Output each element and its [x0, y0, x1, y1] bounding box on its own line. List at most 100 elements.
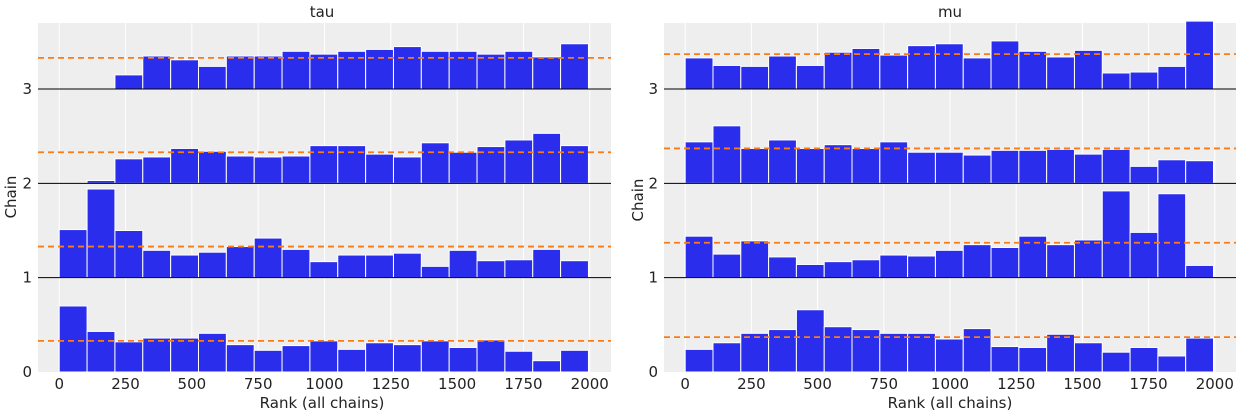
x-tick-label: 2000 [1196, 375, 1234, 393]
rank-bar [1129, 165, 1159, 184]
rank-bar [504, 139, 534, 184]
x-axis-label: Rank (all chains) [260, 394, 385, 412]
x-tick-label: 500 [803, 375, 832, 393]
rank-bar [1157, 355, 1187, 373]
rank-bar [1157, 159, 1187, 184]
rank-bar [795, 64, 825, 90]
rank-bar [1101, 72, 1131, 90]
x-axis-label: Rank (all chains) [888, 394, 1013, 412]
rank-bar [1129, 346, 1159, 373]
rank-bar [823, 51, 853, 90]
rank-bar [86, 188, 116, 279]
rank-bar [1073, 239, 1103, 279]
x-tick-label: 750 [244, 375, 273, 393]
rank-bar [879, 141, 909, 184]
rank-bar [337, 348, 367, 373]
rank-bar [1157, 65, 1187, 90]
y-tick-label: 2 [648, 174, 658, 192]
rank-bar [142, 249, 172, 279]
rank-bar [197, 251, 227, 279]
rank-bar [879, 54, 909, 90]
rank-bar [281, 155, 311, 184]
rank-bar [1157, 193, 1187, 279]
rank-bar [114, 230, 144, 279]
chain-3-histogram [38, 43, 611, 90]
rank-bar [197, 332, 227, 373]
rank-bar [309, 145, 339, 184]
rank-bar [560, 349, 589, 373]
rank-bar [532, 132, 562, 184]
y-tick-label: 2 [22, 174, 32, 192]
rank-bar [795, 263, 825, 279]
tau-rank-panel: 0 1 2 3 0 250 500 750 1000 1250 1500 1750 2000 tau R… [2, 3, 611, 412]
rank-bar [532, 56, 562, 90]
rank-bar [907, 151, 936, 184]
rank-bar [990, 149, 1020, 184]
rank-bar [58, 305, 88, 373]
rank-bar [1018, 149, 1048, 184]
rank-bar [768, 139, 797, 184]
y-tick-label: 0 [22, 363, 32, 381]
rank-bar [907, 332, 936, 373]
rank-bar [448, 346, 478, 373]
rank-bar [476, 260, 506, 279]
rank-bar [934, 338, 964, 373]
rank-bar [684, 57, 714, 90]
rank-bar [197, 65, 227, 90]
panel-title: tau [310, 3, 335, 21]
rank-bar [448, 151, 478, 184]
rank-bar [990, 346, 1020, 373]
rank-bar [907, 45, 936, 90]
x-tick-label: 0 [54, 375, 64, 393]
rank-bar [1018, 235, 1048, 279]
rank-bar [712, 253, 742, 279]
rank-bar [225, 55, 255, 90]
rank-bar [170, 254, 199, 279]
rank-bar [420, 142, 450, 184]
rank-bar [712, 125, 742, 184]
mu-rank-panel: 0 1 2 3 0 250 500 750 1000 1250 1500 1750 2000 mu Ra… [629, 3, 1236, 412]
rank-bar [504, 50, 534, 90]
chain-3-histogram [664, 20, 1236, 90]
y-axis-label: Chain [629, 179, 647, 222]
rank-bar [712, 64, 742, 90]
rank-bar [337, 254, 367, 279]
plot-area: 0 1 2 3 0 250 500 750 1000 1250 1500 1750 2000 [648, 20, 1236, 393]
rank-bar [962, 328, 992, 373]
rank-bar [851, 259, 881, 279]
rank-bar [392, 156, 422, 184]
chain-2-histogram [38, 132, 611, 184]
rank-bar [392, 46, 422, 90]
rank-bar [309, 261, 339, 279]
rank-bar [851, 329, 881, 373]
rank-bar [768, 55, 797, 90]
rank-bar [560, 145, 589, 184]
x-tick-label: 1750 [504, 375, 542, 393]
rank-bar [795, 147, 825, 184]
rank-bar [532, 248, 562, 279]
rank-bar [170, 147, 199, 184]
rank-bar [225, 344, 255, 373]
rank-bar [851, 47, 881, 90]
rank-bar [934, 249, 964, 279]
rank-bar [740, 65, 770, 90]
rank-bar [1129, 231, 1159, 279]
rank-bar [253, 237, 283, 279]
rank-bar [420, 340, 450, 373]
rank-bar [448, 249, 478, 279]
rank-bar [795, 309, 825, 373]
rank-bar [1101, 351, 1131, 373]
x-tick-label: 1250 [997, 375, 1035, 393]
rank-bar [142, 55, 172, 90]
rank-bar [114, 341, 144, 373]
rank-bar [309, 340, 339, 373]
x-tick-label: 250 [737, 375, 766, 393]
rank-bar [365, 48, 394, 90]
rank-bar [1129, 71, 1159, 90]
x-tick-label: 0 [680, 375, 690, 393]
rank-bar [1046, 148, 1075, 184]
rank-bar [560, 43, 589, 90]
rank-bar [309, 53, 339, 90]
rank-bar [365, 254, 394, 279]
rank-bar [253, 55, 283, 90]
